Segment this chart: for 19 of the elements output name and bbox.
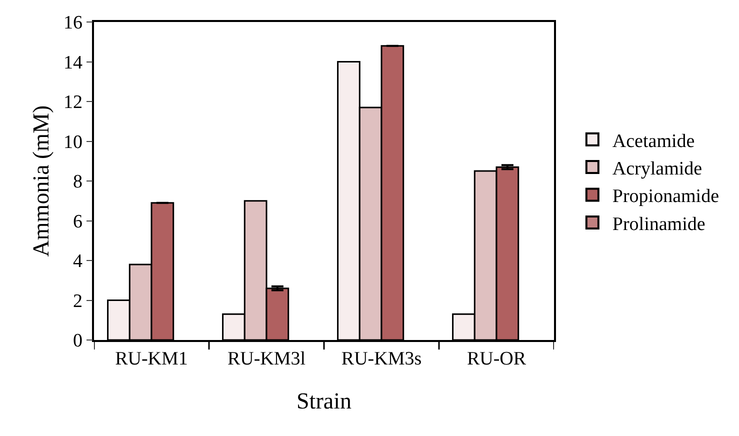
legend-label: Propionamide (612, 186, 720, 208)
x-tick-label: RU-KM3s (341, 348, 422, 370)
legend-label: Acrylamide (612, 158, 702, 180)
y-tick-label: 14 (63, 52, 83, 74)
x-tick-label: RU-KM1 (115, 348, 188, 370)
y-tick-label: 0 (72, 330, 82, 352)
x-tick-label: RU-OR (466, 348, 526, 370)
x-tick-label: RU-KM3l (227, 348, 306, 370)
y-axis-title: Ammonia (mM) (28, 105, 54, 257)
y-tick-label: 6 (72, 211, 82, 232)
y-tick-label: 16 (63, 12, 82, 34)
legend-label: Prolinamide (612, 214, 706, 235)
y-tick-label: 2 (72, 290, 82, 312)
y-tick-label: 12 (63, 92, 82, 114)
legend-label: Acetamide (612, 130, 695, 152)
y-tick-label: 4 (72, 251, 83, 272)
y-tick-label: 10 (63, 132, 82, 153)
y-tick-label: 8 (72, 172, 82, 193)
x-axis-title: Strain (296, 388, 352, 414)
